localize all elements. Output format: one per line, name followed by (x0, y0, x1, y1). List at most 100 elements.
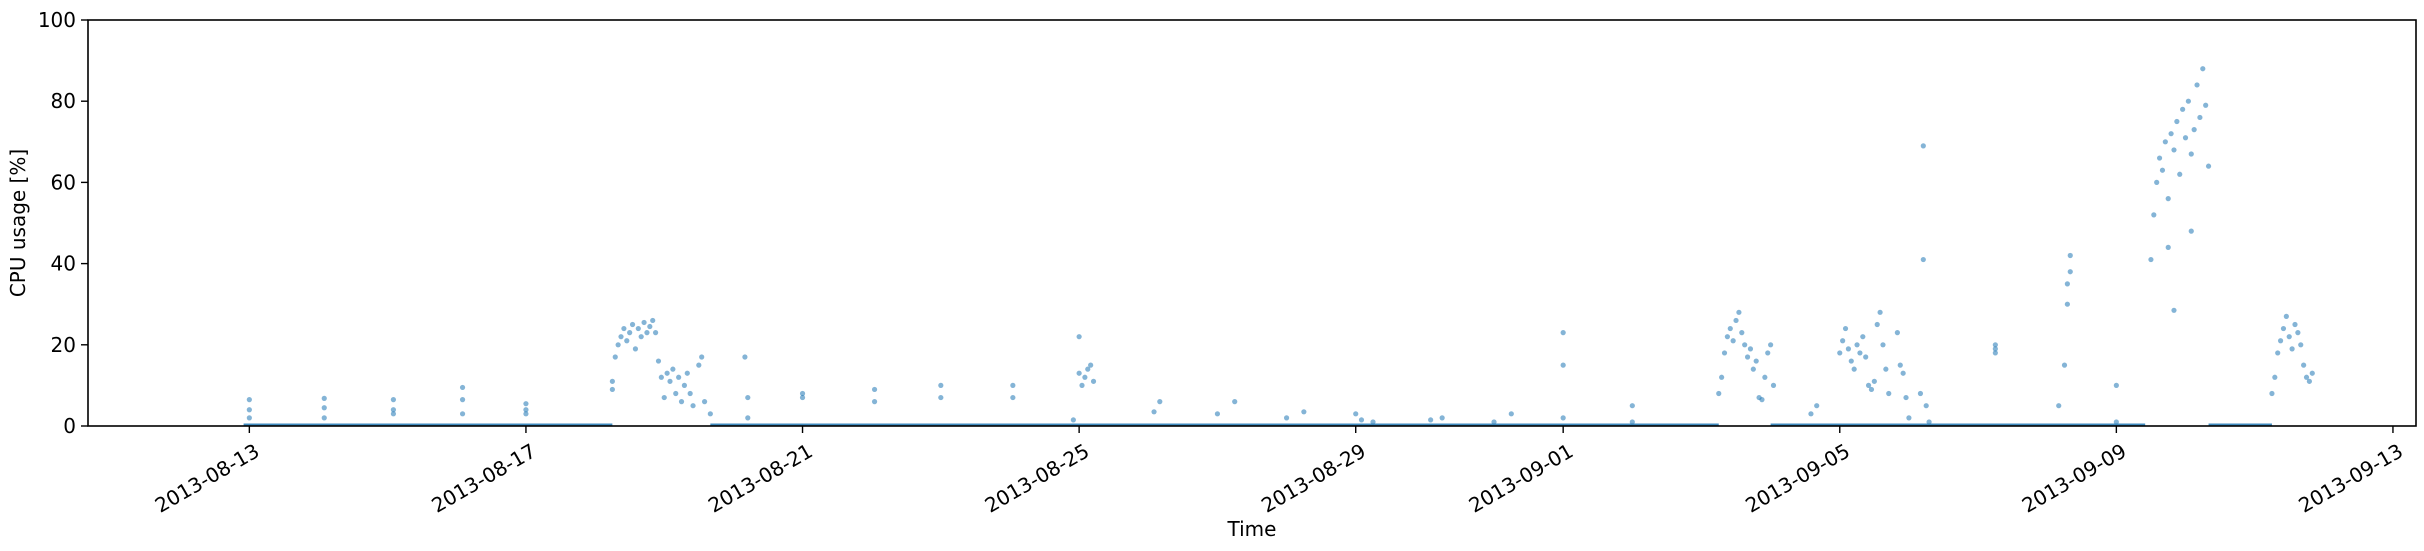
data-point (1370, 419, 1376, 425)
data-point (2197, 114, 2203, 121)
y-tick-label: 100 (38, 8, 76, 32)
data-point (612, 354, 618, 360)
data-point (1076, 370, 1082, 376)
data-point (1897, 362, 1903, 368)
data-point (1920, 143, 1926, 149)
data-point (938, 382, 944, 388)
data-point (2200, 66, 2206, 72)
data-point (1865, 382, 1872, 388)
data-point (246, 397, 252, 403)
data-point (2182, 135, 2189, 141)
data-point (2303, 374, 2310, 380)
data-point (2277, 338, 2284, 344)
data-point (2283, 313, 2289, 319)
data-point (2061, 362, 2068, 368)
data-point (2286, 334, 2292, 340)
y-axis-title: CPU usage [%] (6, 149, 30, 297)
data-point (638, 334, 644, 340)
data-point (2148, 256, 2154, 263)
y-tick-label: 40 (51, 252, 76, 276)
data-point (627, 330, 633, 336)
data-point (1808, 411, 1814, 417)
data-point (1886, 390, 1892, 397)
data-point (1920, 256, 1926, 263)
data-point (696, 362, 702, 368)
data-point (1742, 342, 1748, 348)
data-point (632, 346, 639, 352)
data-point (1439, 415, 1445, 421)
data-point (1747, 346, 1754, 352)
data-point (701, 399, 708, 405)
data-point (1090, 378, 1097, 384)
data-point (1719, 374, 1725, 380)
data-point (670, 366, 676, 372)
x-tick-label: 2013-08-13 (151, 439, 264, 518)
data-point (1301, 409, 1307, 415)
y-tick-label: 0 (63, 414, 76, 438)
data-point (1010, 382, 1016, 388)
data-point (321, 405, 327, 411)
data-point (1232, 399, 1238, 405)
data-point (1629, 419, 1635, 425)
data-point (1880, 342, 1886, 348)
y-axis-ticks: 0 20 40 60 80 100 (38, 8, 88, 438)
data-point (707, 411, 713, 417)
data-point (2194, 82, 2200, 88)
data-point (2309, 370, 2315, 376)
data-point (1917, 390, 1924, 397)
data-point (681, 382, 688, 388)
data-point (1842, 325, 1849, 332)
data-point (390, 407, 397, 413)
y-tick-label: 60 (51, 170, 76, 194)
data-point (1358, 417, 1365, 423)
data-point (1750, 366, 1756, 372)
data-point (1894, 330, 1900, 336)
data-point (2188, 151, 2194, 157)
data-point (1721, 350, 1728, 356)
data-point (2165, 244, 2171, 250)
data-point (1868, 386, 1875, 393)
data-point (1877, 309, 1883, 315)
data-point (2165, 196, 2171, 202)
data-point (2064, 301, 2070, 307)
data-point (745, 415, 751, 421)
data-point (615, 342, 621, 348)
data-point (871, 386, 878, 393)
data-point (2056, 403, 2062, 409)
data-point (2156, 155, 2163, 161)
x-tick-label: 2013-09-05 (1741, 439, 1854, 518)
data-point (1151, 409, 1157, 415)
data-point (1733, 317, 1739, 324)
data-point (1010, 394, 1016, 401)
data-point (609, 386, 615, 393)
data-point (2162, 139, 2168, 145)
data-point (1871, 378, 1877, 384)
data-point (1992, 346, 1998, 352)
data-point (1860, 334, 1866, 340)
data-point (2067, 269, 2073, 275)
data-point (2174, 118, 2180, 125)
data-point (1753, 358, 1759, 364)
data-point (2171, 147, 2177, 153)
data-point (938, 394, 944, 401)
data-point (2269, 390, 2275, 397)
data-point (2185, 98, 2191, 104)
y-tick-label: 20 (51, 333, 76, 357)
data-point (799, 394, 806, 401)
data-point (1076, 334, 1082, 340)
data-point (1765, 350, 1771, 356)
data-point (1491, 419, 1497, 425)
data-point (641, 319, 647, 326)
data-point (1759, 397, 1765, 403)
data-point (1428, 417, 1434, 423)
data-point (1903, 394, 1909, 401)
data-point (684, 370, 690, 376)
data-point (621, 325, 627, 332)
data-point (523, 407, 529, 413)
data-point (2275, 350, 2281, 356)
data-point (321, 415, 327, 421)
data-point (2272, 374, 2278, 380)
data-point (1851, 366, 1857, 372)
data-point (1845, 346, 1852, 352)
